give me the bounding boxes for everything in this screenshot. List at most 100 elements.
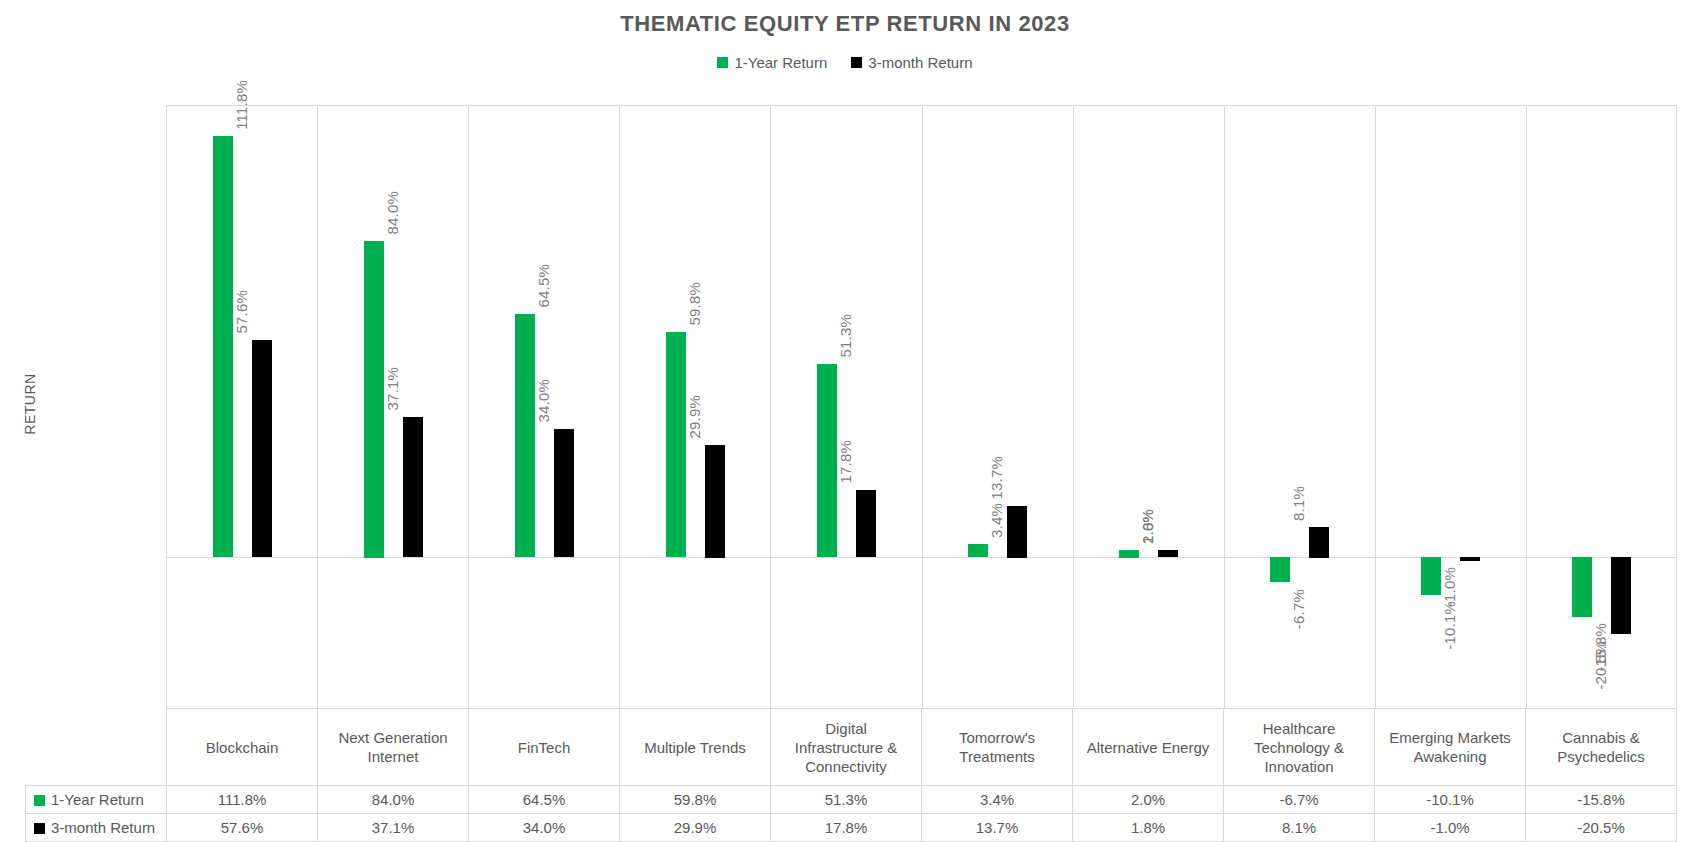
table-category-header: Alternative Energy <box>1073 709 1224 786</box>
bar-label: -10.1% <box>1442 601 1458 650</box>
bar-label: 8.1% <box>1291 486 1307 521</box>
table-category-header: Blockchain <box>167 709 318 786</box>
table-value-cell: 3.4% <box>922 786 1073 814</box>
table-value-cell: -1.0% <box>1375 814 1526 842</box>
bar-segment <box>1119 550 1139 558</box>
table-value-cell: 84.0% <box>318 786 469 814</box>
bar-segment <box>1572 557 1592 617</box>
table-row: 1-Year Return 111.8%84.0%64.5%59.8%51.3%3… <box>26 786 1677 814</box>
table-row: 3-month Return57.6%37.1%34.0%29.9%17.8%1… <box>26 814 1677 842</box>
legend-label-1-year-return: 1-Year Return <box>734 54 827 71</box>
table-series-name: 3-month Return <box>51 819 155 836</box>
bar-segment <box>1007 506 1027 558</box>
table-value-cell: 2.0% <box>1073 786 1224 814</box>
table-value-cell: 1.8% <box>1073 814 1224 842</box>
bar-label: 111.8% <box>234 80 250 130</box>
table-series-label: 1-Year Return <box>26 786 167 814</box>
table-value-cell: 34.0% <box>469 814 620 842</box>
table-category-header: Healthcare Technology & Innovation <box>1224 709 1375 786</box>
grid-line <box>619 105 620 708</box>
table-value-cell: 29.9% <box>620 814 771 842</box>
legend-swatch-3-month-return <box>851 57 862 68</box>
legend-swatch-1-year-return <box>717 57 728 68</box>
bar-label: 3.4% <box>989 503 1005 538</box>
table-value-cell: 64.5% <box>469 786 620 814</box>
table-value-cell: -15.8% <box>1526 786 1677 814</box>
bar-label: 34.0% <box>536 379 552 423</box>
table-category-header: Tomorrow's Treatments <box>922 709 1073 786</box>
grid-line <box>1073 105 1074 708</box>
bar-segment <box>213 136 233 557</box>
table-category-header: FinTech <box>469 709 620 786</box>
bar-segment <box>252 340 272 557</box>
table-value-cell: 51.3% <box>771 786 922 814</box>
grid-line <box>166 105 167 708</box>
table-category-header: Emerging Markets Awakening <box>1375 709 1526 786</box>
bar-segment <box>856 490 876 557</box>
table-value-cell: 111.8% <box>167 786 318 814</box>
bar-segment <box>1611 557 1631 634</box>
table-value-cell: -10.1% <box>1375 786 1526 814</box>
grid-line <box>770 105 771 708</box>
bar-segment <box>1158 550 1178 557</box>
table-corner-cell <box>26 709 167 786</box>
bar-label: 37.1% <box>385 367 401 411</box>
table-category-header: Next Generation Internet <box>318 709 469 786</box>
bar-segment <box>1270 557 1290 582</box>
bar-label: 29.9% <box>687 395 703 439</box>
table-value-cell: 57.6% <box>167 814 318 842</box>
chart-container: THEMATIC EQUITY ETP RETURN IN 2023 1-Yea… <box>0 0 1690 842</box>
zero-axis-line <box>166 557 1677 558</box>
table-category-header: Multiple Trends <box>620 709 771 786</box>
bar-segment <box>515 314 535 557</box>
bar-label: -6.7% <box>1291 589 1307 629</box>
table-value-cell: 59.8% <box>620 786 771 814</box>
table-value-cell: -20.5% <box>1526 814 1677 842</box>
table-legend-swatch <box>34 795 45 806</box>
table-value-cell: 17.8% <box>771 814 922 842</box>
table-category-header: Cannabis & Psychedelics <box>1526 709 1677 786</box>
legend-item-3-month-return: 3-month Return <box>851 54 972 71</box>
legend: 1-Year Return 3-month Return <box>0 54 1690 71</box>
grid-line <box>922 105 923 708</box>
table-value-cell: -6.7% <box>1224 786 1375 814</box>
bar-label: 17.8% <box>838 440 854 484</box>
table-series-label: 3-month Return <box>26 814 167 842</box>
table-series-name: 1-Year Return <box>51 791 144 808</box>
table-value-cell: 13.7% <box>922 814 1073 842</box>
bar-segment <box>364 241 384 558</box>
grid-line <box>1224 105 1225 708</box>
y-axis-title: RETURN <box>22 373 38 434</box>
table-value-cell: 37.1% <box>318 814 469 842</box>
bar-label: 84.0% <box>385 191 401 235</box>
grid-line <box>1375 105 1376 708</box>
bar-label: 51.3% <box>838 314 854 358</box>
bar-label: 59.8% <box>687 282 703 326</box>
plot-area: 111.8%84.0%64.5%59.8%51.3%3.4%2.0%-6.7%-… <box>166 105 1677 708</box>
bar-label: -20.5% <box>1593 641 1609 690</box>
table-legend-swatch <box>34 823 45 834</box>
bar-label: -1.0% <box>1442 567 1458 607</box>
grid-line <box>468 105 469 708</box>
bar-label: 1.8% <box>1140 509 1156 544</box>
grid-line <box>317 105 318 708</box>
table-header-row: BlockchainNext Generation InternetFinTec… <box>26 709 1677 786</box>
bar-segment <box>817 364 837 557</box>
legend-item-1-year-return: 1-Year Return <box>717 54 827 71</box>
data-table: BlockchainNext Generation InternetFinTec… <box>25 708 1677 842</box>
grid-line <box>1676 105 1677 708</box>
bar-segment <box>666 332 686 557</box>
grid-line <box>1526 105 1527 708</box>
table-value-cell: 8.1% <box>1224 814 1375 842</box>
legend-label-3-month-return: 3-month Return <box>868 54 972 71</box>
bar-segment <box>1309 527 1329 558</box>
table-category-header: Digital Infrastructure & Connectivity <box>771 709 922 786</box>
bar-segment <box>403 417 423 557</box>
bar-label: 57.6% <box>234 290 250 334</box>
bar-segment <box>554 429 574 557</box>
bar-segment <box>705 445 725 558</box>
bar-segment <box>1421 557 1441 595</box>
chart-title: THEMATIC EQUITY ETP RETURN IN 2023 <box>0 11 1690 37</box>
bar-label: 64.5% <box>536 264 552 308</box>
bar-segment <box>968 544 988 557</box>
